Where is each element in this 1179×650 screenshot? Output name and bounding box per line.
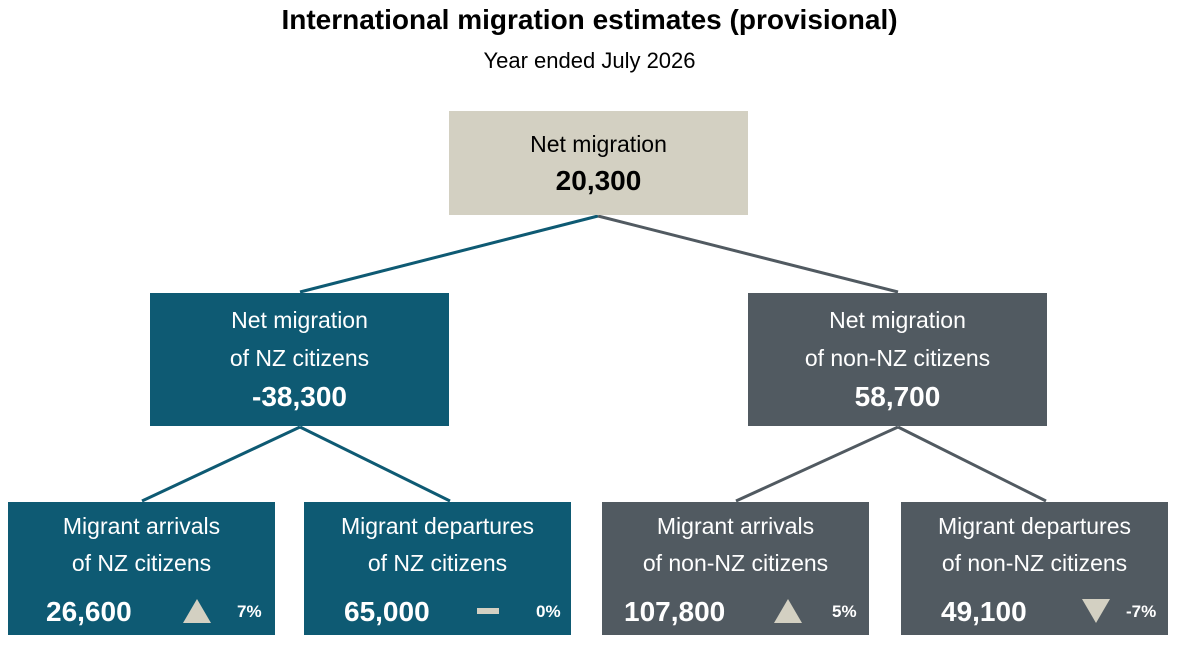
nz-departures-box: Migrant departures of NZ citizens 65,000… (304, 502, 571, 635)
nz-arrivals-change: 7% (237, 602, 262, 621)
nz-net-label-line1: Net migration (231, 307, 368, 333)
non-nz-departures-box: Migrant departures of non-NZ citizens 49… (901, 502, 1168, 635)
non-nz-net-label-line2: of non-NZ citizens (804, 345, 991, 371)
nz-departures-value: 65,000 (344, 596, 430, 627)
non-nz-departures-label-line2: of non-NZ citizens (941, 550, 1128, 576)
non-nz-arrivals-box: Migrant arrivals of non-NZ citizens 107,… (602, 502, 869, 635)
non-nz-citizens-net-box: Net migration of non-NZ citizens 58,700 (748, 293, 1047, 426)
non-nz-departures-value: 49,100 (941, 596, 1027, 627)
connector-nz-to-departures (299, 425, 451, 503)
nz-arrivals-label-line1: Migrant arrivals (62, 513, 221, 539)
nz-departures-label-line1: Migrant departures (340, 513, 535, 539)
non-nz-net-label-line1: Net migration (829, 307, 966, 333)
connector-nz-to-arrivals (141, 425, 301, 503)
chart-title: International migration estimates (provi… (281, 4, 898, 35)
connector-non-nz-to-departures (897, 425, 1047, 503)
net-migration-value: 20,300 (555, 165, 642, 196)
dash-icon (477, 608, 499, 614)
non-nz-net-value: 58,700 (854, 381, 941, 412)
nz-net-label-line2: of NZ citizens (229, 345, 370, 371)
non-nz-arrivals-label-line1: Migrant arrivals (656, 513, 815, 539)
nz-departures-change: 0% (536, 602, 561, 621)
nz-net-value: -38,300 (252, 381, 347, 412)
connector-non-nz-to-arrivals (735, 425, 899, 503)
net-migration-box: Net migration 20,300 (449, 111, 748, 215)
nz-arrivals-box: Migrant arrivals of NZ citizens 26,600 7… (8, 502, 275, 635)
connector-root-to-non-nz (597, 214, 899, 294)
connector-root-to-nz (299, 214, 599, 294)
non-nz-arrivals-change: 5% (832, 602, 857, 621)
net-migration-label: Net migration (530, 131, 667, 157)
nz-arrivals-label-line2: of NZ citizens (71, 550, 212, 576)
triangle-up-icon (774, 599, 802, 623)
nz-citizens-net-box: Net migration of NZ citizens -38,300 (150, 293, 449, 426)
triangle-down-icon (1082, 599, 1110, 623)
chart-subtitle: Year ended July 2026 (483, 48, 696, 73)
non-nz-arrivals-label-line2: of non-NZ citizens (642, 550, 829, 576)
non-nz-departures-label-line1: Migrant departures (937, 513, 1132, 539)
non-nz-departures-change: -7% (1126, 602, 1157, 621)
triangle-up-icon (183, 599, 211, 623)
non-nz-arrivals-value: 107,800 (624, 596, 726, 627)
nz-departures-label-line2: of NZ citizens (367, 550, 508, 576)
nz-arrivals-value: 26,600 (46, 596, 132, 627)
